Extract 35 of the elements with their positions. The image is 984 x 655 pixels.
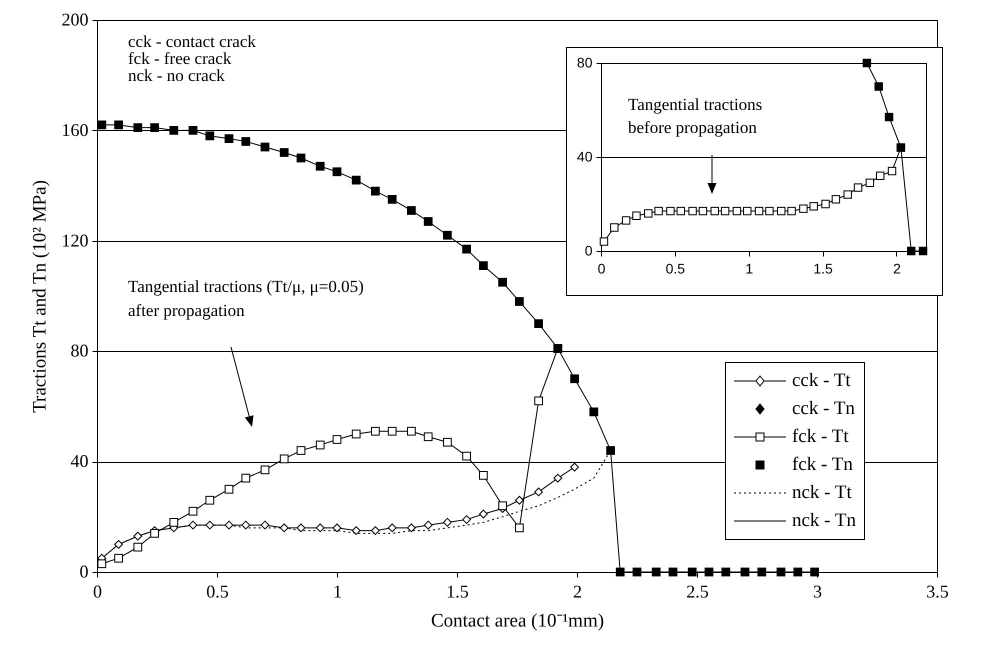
y-tick-label: 40 bbox=[70, 451, 88, 472]
annotation: nck - no crack bbox=[128, 66, 226, 85]
x-tick-label: 3.5 bbox=[926, 582, 949, 602]
x-axis-title: Contact area (10⁻¹mm) bbox=[430, 610, 604, 632]
annotation: fck - free crack bbox=[128, 49, 232, 68]
legend-label: fck - Tn bbox=[792, 454, 853, 476]
y-tick-label: 160 bbox=[62, 120, 88, 140]
y-tick-label: 0 bbox=[584, 242, 593, 258]
x-tick-label: 0 bbox=[93, 582, 102, 602]
x-tick-label: 1.5 bbox=[446, 582, 469, 602]
x-tick-label: 3 bbox=[813, 582, 822, 602]
x-tick-label: 0.5 bbox=[206, 582, 229, 602]
x-tick-label: 1 bbox=[333, 582, 342, 602]
y-tick-label: 80 bbox=[576, 54, 593, 70]
annotation: Tangential tractions (Tt/μ, μ=0.05) after propagation bbox=[128, 277, 364, 320]
x-tick-label: 0.5 bbox=[666, 260, 686, 276]
y-tick-label: 120 bbox=[62, 230, 88, 250]
x-tick-label: 1.5 bbox=[813, 260, 834, 276]
annotation: cck - contact crack bbox=[128, 32, 256, 51]
annotation: Tangential tractions before propagation bbox=[628, 95, 762, 137]
x-tick-label: 1 bbox=[745, 260, 754, 276]
legend-label: nck - Tn bbox=[792, 510, 856, 532]
y-tick-label: 80 bbox=[70, 340, 88, 361]
x-tick-label: 2.5 bbox=[686, 582, 709, 602]
y-tick-label: 40 bbox=[576, 148, 593, 164]
x-tick-label: 0 bbox=[598, 260, 606, 276]
y-tick-label: 0 bbox=[80, 562, 88, 582]
y-tick-label: 200 bbox=[62, 10, 88, 30]
y-axis-title: Tractions Tt and Tn (10² MPa) bbox=[30, 180, 50, 413]
x-tick-label: 2 bbox=[573, 582, 582, 602]
legend-label: fck - Tt bbox=[792, 426, 849, 448]
legend-label: nck - Tt bbox=[792, 482, 852, 504]
legend-label: cck - Tt bbox=[792, 370, 851, 392]
x-tick-label: 2 bbox=[893, 260, 902, 276]
legend-label: cck - Tn bbox=[792, 398, 855, 420]
